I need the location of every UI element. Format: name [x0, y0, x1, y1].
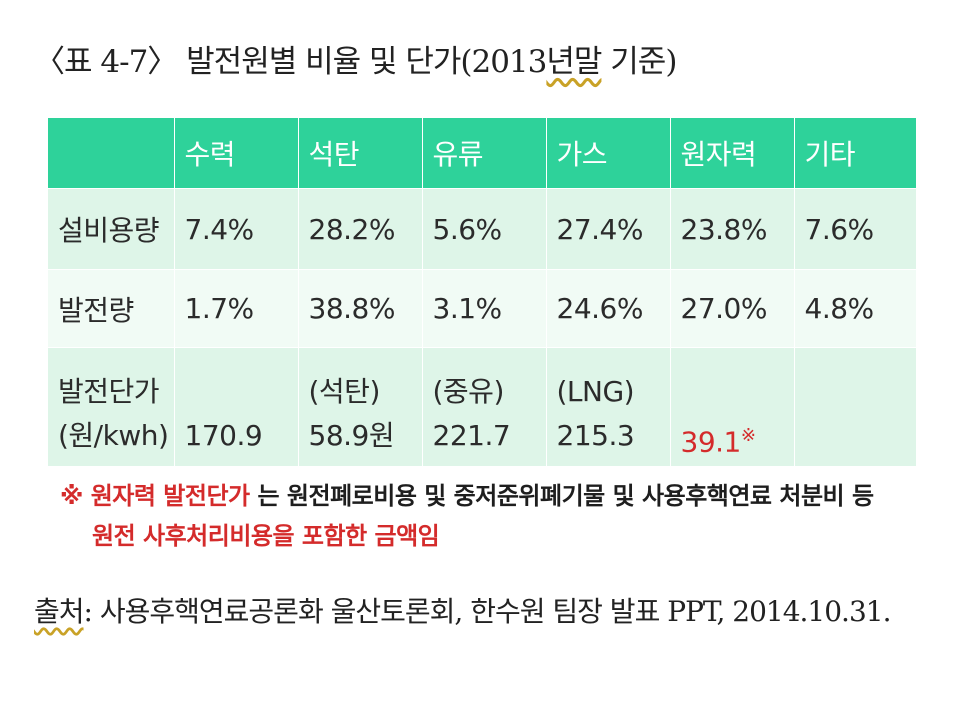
- title-suffix: 기준): [601, 44, 677, 80]
- table-cell: 27.4%: [546, 188, 671, 270]
- cell-top: [681, 370, 794, 414]
- table-cell: 7.4%: [174, 188, 299, 270]
- nuclear-cost-value: 39.1: [680, 425, 742, 459]
- table-cell: 5.6%: [422, 188, 547, 270]
- footnote-highlight: 원자력 발전단가: [90, 482, 250, 510]
- table-cell: 4.8%: [794, 269, 916, 348]
- source-citation: 출처: 사용후핵연료공론화 울산토론회, 한수원 팀장 발표 PPT, 2014…: [34, 590, 891, 630]
- cell-top: (중유): [432, 375, 505, 408]
- table-row-generation: 발전량 1.7% 38.8% 3.1% 24.6% 27.0% 4.8%: [48, 269, 916, 348]
- title-prefix: 〈표 4-7〉 발전원별 비율 및 단가(2013: [34, 44, 547, 80]
- cost-label-line2: (원/kwh): [58, 419, 169, 452]
- footnote: ※ 원자력 발전단가 는 원전폐로비용 및 중저준위폐기물 및 사용후핵연료 처…: [60, 476, 930, 556]
- table-cell: [794, 347, 917, 466]
- table-cell: 39.1※: [670, 347, 795, 466]
- footnote-mark: ※: [740, 425, 756, 446]
- footnote-line1: ※ 원자력 발전단가 는 원전폐로비용 및 중저준위폐기물 및 사용후핵연료 처…: [60, 476, 930, 516]
- table-cell: 27.0%: [670, 269, 795, 348]
- header-other: 기타: [794, 118, 916, 189]
- table-cell: 3.1%: [422, 269, 547, 348]
- row-label: 발전량: [48, 269, 175, 348]
- cell-top: [185, 370, 298, 414]
- table-cell: (석탄) 58.9원: [298, 347, 423, 466]
- table-cell: (LNG) 215.3: [546, 347, 671, 466]
- source-label: 출처: [34, 595, 85, 628]
- header-empty: [48, 118, 175, 189]
- cell-bottom: 221.7: [432, 419, 511, 452]
- header-coal: 석탄: [298, 118, 423, 189]
- header-row: 수력 석탄 유류 가스 원자력 기타: [48, 118, 916, 189]
- table-cell: 28.2%: [298, 188, 423, 270]
- header-gas: 가스: [546, 118, 671, 189]
- table-cell: 170.9: [174, 347, 299, 466]
- row-label: 설비용량: [48, 188, 175, 270]
- title-underlined: 년말: [546, 44, 602, 80]
- table-title: 〈표 4-7〉 발전원별 비율 및 단가(2013년말 기준): [34, 36, 677, 81]
- cell-bottom: 58.9원: [308, 419, 395, 452]
- table-cell: 1.7%: [174, 269, 299, 348]
- table-cell: 24.6%: [546, 269, 671, 348]
- header-hydro: 수력: [174, 118, 299, 189]
- cell-top: (석탄): [308, 375, 381, 408]
- table-row-capacity: 설비용량 7.4% 28.2% 5.6% 27.4% 23.8% 7.6%: [48, 188, 916, 270]
- power-source-table: 수력 석탄 유류 가스 원자력 기타 설비용량 7.4% 28.2% 5.6% …: [48, 118, 916, 466]
- header-nuclear: 원자력: [670, 118, 795, 189]
- cell-top: (LNG): [556, 375, 635, 408]
- table-cell: 23.8%: [670, 188, 795, 270]
- row-label: 발전단가 (원/kwh): [48, 347, 175, 466]
- cost-label-line1: 발전단가: [58, 375, 160, 408]
- data-table: 수력 석탄 유류 가스 원자력 기타 설비용량 7.4% 28.2% 5.6% …: [48, 118, 916, 466]
- cell-bottom: 170.9: [184, 419, 263, 452]
- cell-bottom-nuclear: 39.1※: [681, 414, 794, 464]
- header-oil: 유류: [422, 118, 547, 189]
- cell-bottom: 215.3: [556, 419, 635, 452]
- table-cell: (중유) 221.7: [422, 347, 547, 466]
- footnote-line1-rest: 는 원전폐로비용 및 중저준위폐기물 및 사용후핵연료 처분비 등: [249, 482, 874, 510]
- table-cell: 38.8%: [298, 269, 423, 348]
- source-text: : 사용후핵연료공론화 울산토론회, 한수원 팀장 발표 PPT, 2014.1…: [83, 595, 892, 628]
- footnote-symbol: ※: [60, 482, 83, 510]
- footnote-line2: 원전 사후처리비용을 포함한 금액임: [92, 522, 440, 550]
- cell-top: [805, 370, 917, 414]
- table-cell: 7.6%: [794, 188, 916, 270]
- table-row-cost: 발전단가 (원/kwh) 170.9 (석탄) 58.9원: [48, 347, 917, 466]
